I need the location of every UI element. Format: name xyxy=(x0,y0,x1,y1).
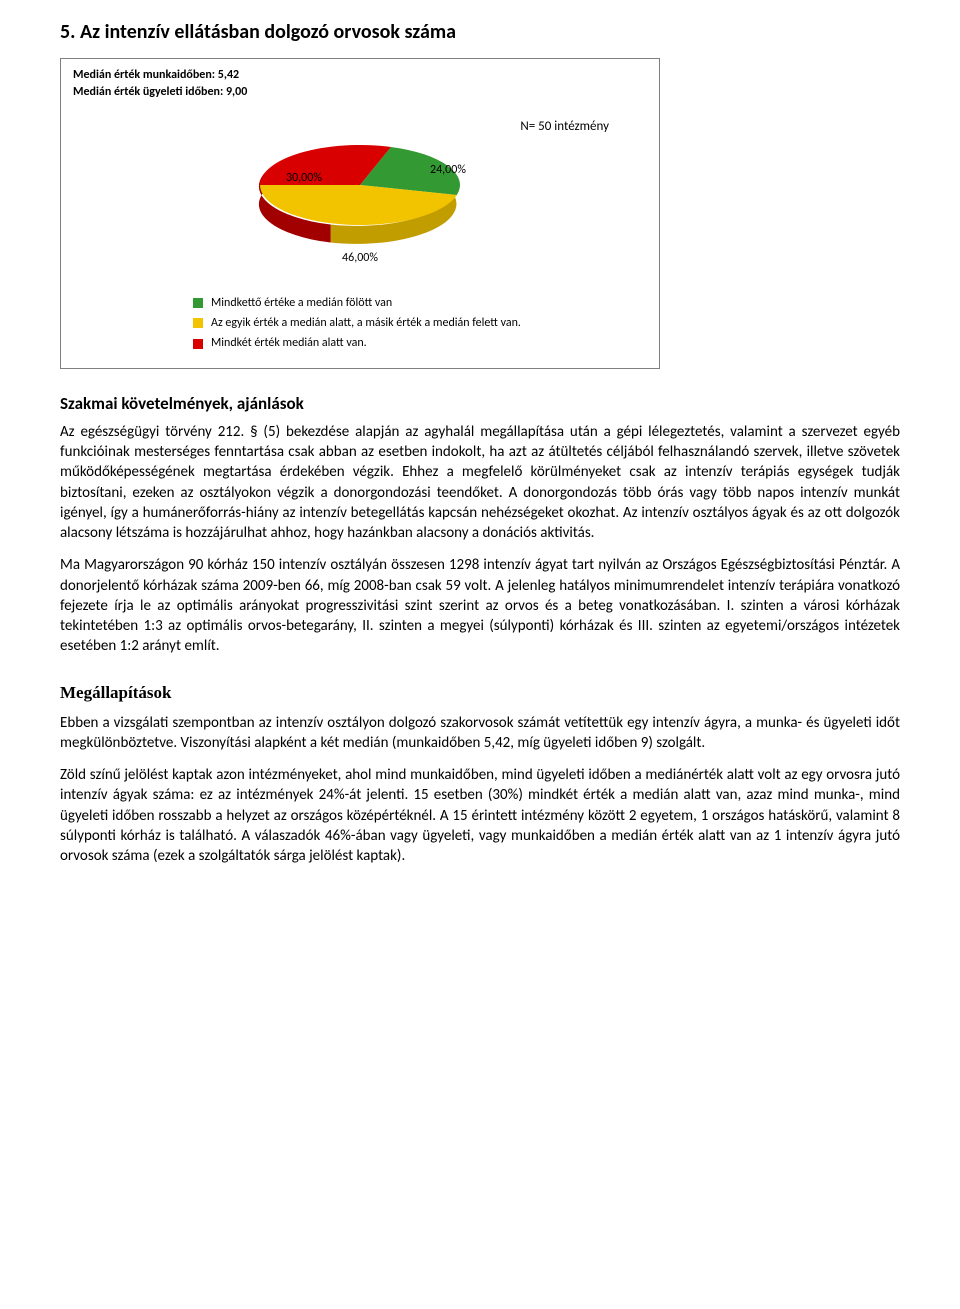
legend-row-yellow: Az egyik érték a medián alatt, a másik é… xyxy=(193,313,647,333)
legend-text-red: Mindkét érték medián alatt van. xyxy=(211,333,367,353)
median-line-2: Medián érték ügyeleti időben: 9,00 xyxy=(73,84,647,101)
chart-container: Medián érték munkaidőben: 5,42 Medián ér… xyxy=(60,58,660,369)
paragraph-3: Ebben a vizsgálati szempontban az intenz… xyxy=(60,713,900,754)
legend-swatch-yellow xyxy=(193,318,203,328)
findings-heading: Megállapítások xyxy=(60,683,900,703)
pie-label-green: 24,00% xyxy=(430,163,466,177)
legend-text-green: Mindkettő értéke a medián fölött van xyxy=(211,293,392,313)
paragraph-4: Zöld színű jelölést kaptak azon intézmén… xyxy=(60,765,900,866)
pie-label-red: 30,00% xyxy=(286,171,322,185)
subheading: Szakmai követelmények, ajánlások xyxy=(60,393,900,414)
pie-svg: 24,00% 46,00% 30,00% xyxy=(190,123,530,273)
legend-row-red: Mindkét érték medián alatt van. xyxy=(193,333,647,353)
legend-swatch-red xyxy=(193,339,203,349)
paragraph-2: Ma Magyarországon 90 kórház 150 intenzív… xyxy=(60,555,900,656)
legend-swatch-green xyxy=(193,298,203,308)
chart-legend: Mindkettő értéke a medián fölött van Az … xyxy=(193,293,647,354)
pie-label-yellow: 46,00% xyxy=(342,251,378,265)
paragraph-1: Az egészségügyi törvény 212. § (5) bekez… xyxy=(60,422,900,544)
legend-text-yellow: Az egyik érték a medián alatt, a másik é… xyxy=(211,313,521,333)
section-title: 5. Az intenzív ellátásban dolgozó orvoso… xyxy=(60,20,900,44)
chart-n-label: N= 50 intézmény xyxy=(520,119,609,134)
pie-chart: 24,00% 46,00% 30,00% xyxy=(73,123,647,273)
legend-row-green: Mindkettő értéke a medián fölött van xyxy=(193,293,647,313)
median-line-1: Medián érték munkaidőben: 5,42 xyxy=(73,67,647,84)
